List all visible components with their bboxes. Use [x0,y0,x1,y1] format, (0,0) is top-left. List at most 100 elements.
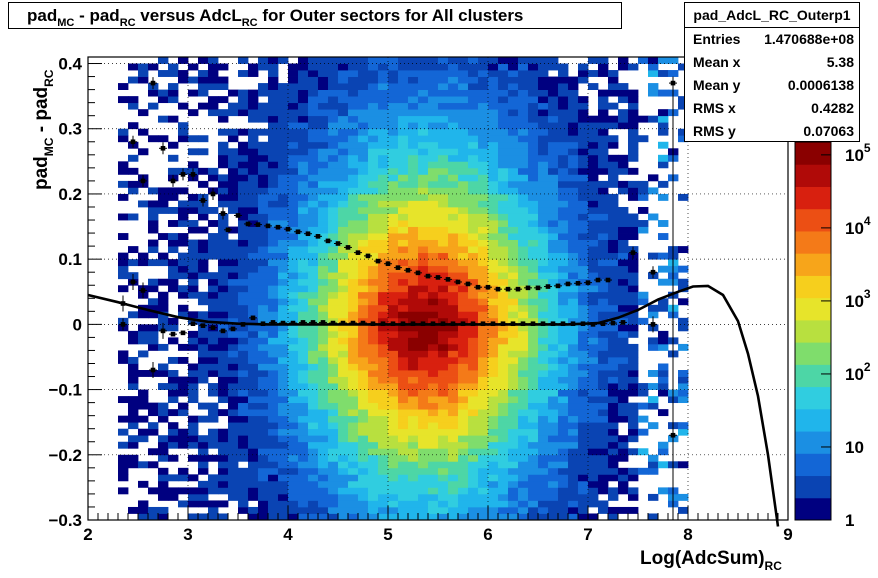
heatmap-cell [288,83,299,90]
heatmap-cell [368,467,379,475]
heatmap-cell [158,89,169,97]
heatmap-cell [328,422,339,430]
heatmap-cell [218,311,229,319]
color-scale-segment [795,297,831,321]
heatmap-cell [298,272,309,280]
heatmap-cell [398,350,409,358]
heatmap-cell [328,467,339,475]
rms-profile-point [335,241,341,246]
heatmap-cell [348,226,359,234]
heatmap-cell [228,102,239,110]
heatmap-cell [158,363,169,371]
y-tick-label: 0 [73,315,82,334]
heatmap-cell [548,441,559,449]
x-tick-label: 9 [783,525,792,544]
heatmap-cell [388,259,399,267]
heatmap-cell [488,252,499,260]
heatmap-cell [228,180,239,188]
heatmap-cell [378,363,389,371]
heatmap-cell [168,206,179,214]
heatmap-cell [318,356,329,364]
heatmap-cell [408,148,419,156]
heatmap-cell [298,285,309,293]
heatmap-cell [528,135,539,143]
heatmap-cell [588,422,599,430]
heatmap-cell [428,233,439,240]
heatmap-cell [578,474,589,482]
heatmap-cell [288,493,299,501]
heatmap-cell [238,343,249,351]
heatmap-cell [288,500,299,508]
heatmap-cell [488,383,499,390]
heatmap-cell [238,272,249,280]
heatmap-cell [218,304,229,312]
heatmap-cell [508,298,519,306]
heatmap-cell [428,383,439,390]
heatmap-cell [328,70,339,77]
heatmap-cell [488,265,499,273]
heatmap-cell [598,167,609,175]
heatmap-cell [288,76,299,84]
heatmap-cell [578,409,589,417]
heatmap-cell [118,441,129,449]
heatmap-cell [228,272,239,280]
heatmap-cell [188,239,199,247]
heatmap-cell [298,213,309,221]
heatmap-cell [338,148,349,156]
heatmap-cell [288,304,299,312]
heatmap-cell [448,461,459,469]
heatmap-cell [418,278,429,286]
heatmap-cell [258,259,269,267]
heatmap-cell [558,206,569,214]
heatmap-cell [558,337,569,345]
heatmap-cell [558,213,569,221]
heatmap-cell [388,415,399,423]
heatmap-cell [528,285,539,293]
heatmap-cell [318,376,329,384]
heatmap-cell [498,200,509,208]
heatmap-cell [238,317,249,325]
heatmap-cell [608,409,619,417]
heatmap-cell [518,311,529,319]
heatmap-cell [228,461,239,469]
heatmap-cell [538,141,549,149]
heatmap-cell [478,304,489,312]
heatmap-cell [528,343,539,351]
heatmap-cell [488,226,499,234]
heatmap-cell [638,180,649,188]
heatmap-cell [298,506,309,514]
heatmap-cell [608,122,619,130]
heatmap-cell [388,448,399,456]
heatmap-cell [338,383,349,390]
heatmap-cell [328,63,339,71]
heatmap-cell [518,415,529,423]
heatmap-cell [568,278,579,286]
heatmap-cell [248,298,259,306]
heatmap-cell [608,291,619,299]
heatmap-cell [378,233,389,240]
stats-row: Mean x 5.38 [685,51,859,74]
heatmap-cell [518,193,529,201]
heatmap-cell [498,122,509,130]
heatmap-cell [348,506,359,514]
heatmap-cell [558,252,569,260]
heatmap-cell [588,311,599,319]
heatmap-cell [488,154,499,162]
heatmap-cell [228,435,239,443]
heatmap-cell [258,174,269,182]
heatmap-cell [408,167,419,175]
heatmap-cell [398,356,409,364]
heatmap-cell [328,115,339,123]
heatmap-cell [418,239,429,247]
heatmap-cell [618,239,629,247]
rms-profile-point [285,226,291,232]
heatmap-cell [278,396,289,404]
heatmap-cell [388,350,399,358]
heatmap-cell [268,350,279,358]
heatmap-cell [228,246,239,254]
heatmap-cell [288,167,299,175]
heatmap-cell [528,428,539,436]
heatmap-cell [298,259,309,267]
heatmap-cell [368,63,379,71]
heatmap-cell [538,317,549,325]
